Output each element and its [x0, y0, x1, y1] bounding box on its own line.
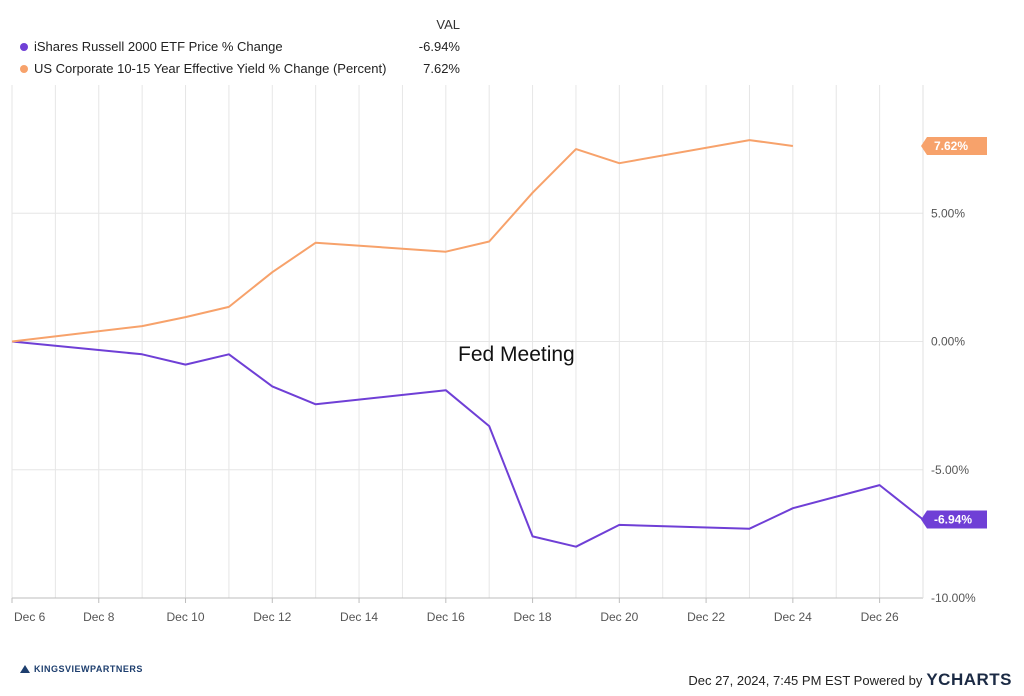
x-tick-label: Dec 8: [83, 610, 115, 624]
end-label-value: 7.62%: [934, 139, 968, 153]
timestamp: Dec 27, 2024, 7:45 PM EST Powered by: [688, 673, 923, 688]
y-tick-label: -5.00%: [931, 463, 969, 477]
ycharts-logo[interactable]: YCHARTS: [926, 670, 1012, 689]
series-line-0: [11, 340, 924, 548]
x-tick-label: Dec 10: [167, 610, 205, 624]
y-tick-label: 0.00%: [931, 335, 965, 349]
legend-item-name: US Corporate 10-15 Year Effective Yield …: [34, 61, 387, 76]
x-tick-label: Dec 24: [774, 610, 812, 624]
legend-dot-icon: [20, 65, 28, 73]
y-tick-label: 5.00%: [931, 206, 965, 220]
x-tick-label: Dec 18: [514, 610, 552, 624]
x-tick-label: Dec 12: [253, 610, 291, 624]
legend: VAL iShares Russell 2000 ETF Price % Cha…: [20, 14, 460, 80]
end-label-tag: [921, 137, 987, 156]
legend-item-value: -6.94%: [418, 39, 460, 54]
legend-dot-icon: [20, 43, 28, 51]
chart-grid: [11, 85, 924, 599]
crown-icon: [20, 665, 30, 673]
x-tick-label: Dec 22: [687, 610, 725, 624]
x-tick-label: Dec 20: [600, 610, 638, 624]
x-tick-label: Dec 16: [427, 610, 465, 624]
x-tick-label: Dec 26: [861, 610, 899, 624]
chart-end-labels: -6.94% 7.62%: [921, 137, 987, 529]
kingsview-logo: KINGSVIEWPARTNERS: [20, 664, 143, 674]
chart-axes: 5.00% 0.00% -5.00% -10.00% Dec 6 Dec 8 Dec 10 D…: [11, 85, 976, 624]
legend-item-value: 7.62%: [423, 61, 460, 76]
x-tick-label: Dec 6: [14, 610, 46, 624]
end-label-value: -6.94%: [934, 513, 972, 527]
legend-value-header: VAL: [436, 17, 460, 32]
x-tick-label: Dec 14: [340, 610, 378, 624]
series-line-1: [11, 139, 794, 343]
legend-item-name: iShares Russell 2000 ETF Price % Change: [34, 39, 283, 54]
end-label-tag: [921, 510, 987, 529]
footer-attribution: Dec 27, 2024, 7:45 PM EST Powered by YCHA…: [688, 670, 1012, 690]
logo-text: KINGSVIEWPARTNERS: [34, 664, 143, 674]
fed-meeting-annotation: Fed Meeting: [458, 343, 575, 366]
chart-series: [11, 139, 924, 548]
legend-item-corporate-yield[interactable]: US Corporate 10-15 Year Effective Yield …: [20, 58, 460, 80]
y-tick-label: -10.00%: [931, 591, 976, 605]
legend-item-russell[interactable]: iShares Russell 2000 ETF Price % Change …: [20, 36, 460, 58]
